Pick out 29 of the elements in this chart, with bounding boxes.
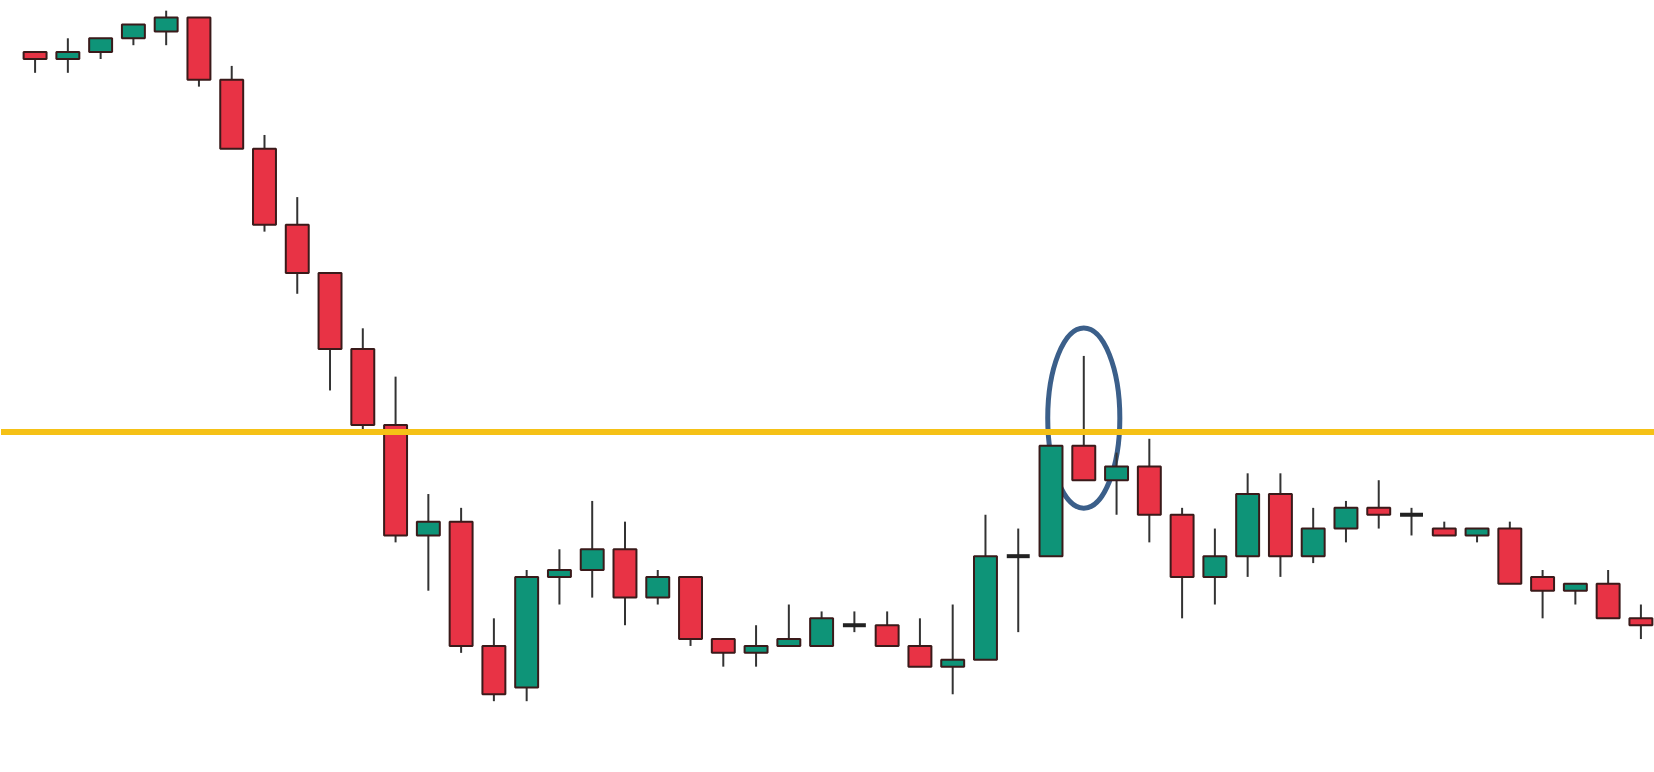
candlestick (22, 51, 48, 74)
candlestick (1300, 506, 1326, 565)
candlestick (1202, 527, 1228, 606)
candlestick (153, 9, 179, 47)
candlestick (809, 610, 835, 647)
candlestick (1071, 354, 1097, 482)
candlestick (710, 638, 736, 668)
candlestick (645, 568, 671, 606)
candlestick (88, 37, 114, 60)
candlestick (1398, 506, 1425, 537)
candlestick (1004, 527, 1032, 634)
candlestick (120, 23, 146, 47)
candlestick (1530, 568, 1556, 620)
candlestick (776, 603, 802, 647)
candlestick (1628, 603, 1654, 641)
candlestick (1595, 568, 1621, 620)
candlestick (940, 603, 966, 696)
candlestick (874, 610, 900, 647)
candlestick (546, 548, 572, 606)
candlestick (1333, 499, 1359, 544)
candlestick (1366, 479, 1392, 530)
candlestick (415, 493, 441, 592)
candlestick (1104, 451, 1130, 516)
candlestick (840, 610, 868, 634)
candlestick (579, 499, 605, 599)
candlestick (743, 624, 769, 668)
candlestick (1562, 582, 1588, 606)
candlestick (55, 37, 81, 74)
candlestick (907, 617, 933, 668)
